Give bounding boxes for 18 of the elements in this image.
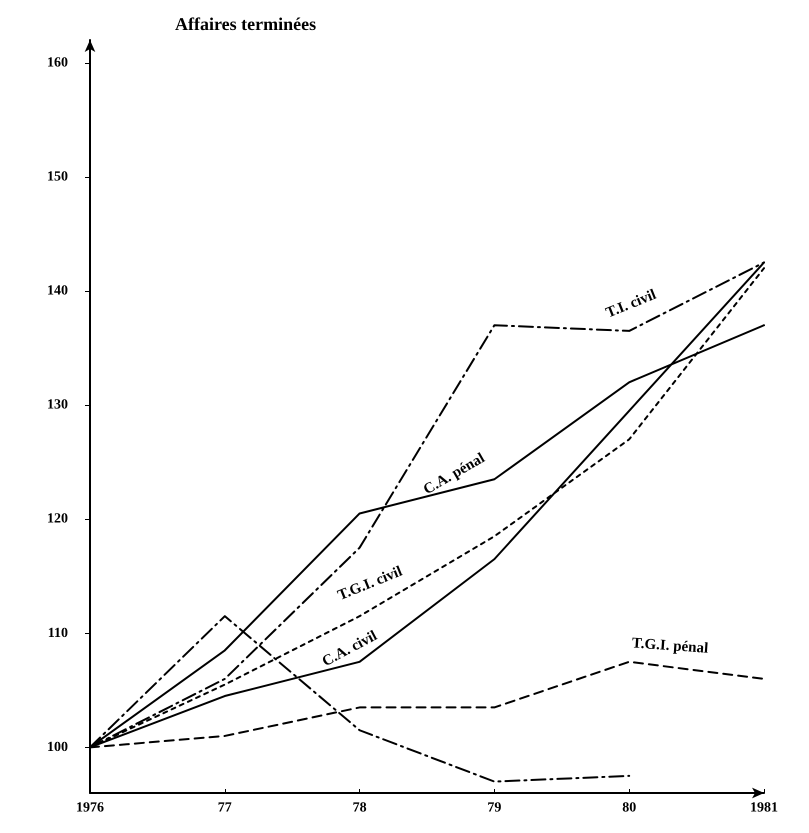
y-tick-label: 110 (48, 626, 68, 641)
series-label: T.G.I. pénal (631, 635, 709, 657)
y-tick-label: 160 (47, 55, 68, 70)
x-tick-label: 77 (218, 800, 232, 816)
x-tick-label: 80 (622, 800, 636, 816)
x-tick-label: 1981 (750, 800, 778, 816)
x-tick-label: 1976 (76, 800, 104, 816)
chart-title: Affaires terminées (175, 14, 316, 34)
text: T.I. civil (604, 286, 659, 322)
text: C.A. civil (320, 628, 380, 670)
y-tick-label: 100 (47, 740, 68, 755)
y-tick-label: 120 (47, 512, 68, 527)
y-tick-label: 150 (47, 169, 68, 184)
text: T.G.I. civil (336, 564, 405, 604)
x-tick-label: 78 (352, 800, 367, 816)
x-tick-label: 79 (487, 800, 502, 816)
y-tick-label: 140 (47, 284, 68, 298)
y-tick-label: 130 (47, 398, 68, 413)
